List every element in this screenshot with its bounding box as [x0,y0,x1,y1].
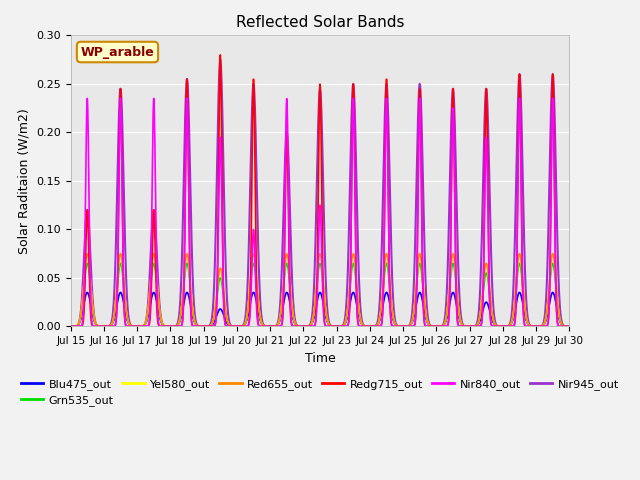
Grn535_out [556,316,564,322]
Yel580_out [124,316,131,322]
Yel580_out [566,324,573,329]
Grn535_out [502,324,510,329]
Yel580_out [258,321,266,326]
Redg715_out [502,324,510,329]
Redg715_out [216,52,224,58]
Nir945_out [67,324,74,329]
Grn535_out [258,321,266,327]
Blu475_out [83,289,91,295]
Text: WP_arable: WP_arable [81,46,154,59]
Line: Grn535_out: Grn535_out [70,264,570,326]
Yel580_out [67,324,74,329]
Blu475_out [258,321,266,327]
Line: Blu475_out: Blu475_out [70,292,570,326]
Blu475_out [280,300,287,305]
Nir945_out [556,301,564,307]
Title: Reflected Solar Bands: Reflected Solar Bands [236,15,404,30]
Grn535_out [67,324,74,329]
Nir840_out [258,324,266,329]
Line: Nir945_out: Nir945_out [70,60,570,326]
Yel580_out [556,315,564,321]
Red655_out [154,282,161,288]
Yel580_out [280,276,287,282]
Red655_out [502,324,510,329]
Redg715_out [566,324,573,329]
Redg715_out [258,324,266,329]
Nir945_out [153,257,161,263]
Blu475_out [67,324,74,329]
Redg715_out [556,324,564,329]
Grn535_out [83,261,91,266]
X-axis label: Time: Time [305,352,335,365]
Nir945_out [124,303,131,309]
Redg715_out [67,324,74,329]
Red655_out [124,316,131,322]
Redg715_out [280,294,287,300]
Line: Nir840_out: Nir840_out [70,98,570,326]
Grn535_out [566,324,573,329]
Nir840_out [502,324,510,329]
Yel580_out [83,251,91,256]
Nir840_out [83,96,91,101]
Blu475_out [154,302,161,308]
Red655_out [67,324,74,329]
Nir945_out [258,317,266,323]
Grn535_out [124,317,131,323]
Nir840_out [566,324,573,329]
Nir945_out [566,324,573,329]
Blu475_out [556,318,564,324]
Legend: Blu475_out, Grn535_out, Yel580_out, Red655_out, Redg715_out, Nir840_out, Nir945_: Blu475_out, Grn535_out, Yel580_out, Red6… [17,374,623,410]
Nir840_out [280,283,287,288]
Blu475_out [124,319,131,324]
Line: Yel580_out: Yel580_out [70,253,570,326]
Red655_out [83,251,91,256]
Nir840_out [124,324,131,329]
Nir945_out [280,203,287,209]
Red655_out [280,276,287,282]
Nir840_out [67,324,74,329]
Grn535_out [154,288,161,293]
Line: Red655_out: Red655_out [70,253,570,326]
Blu475_out [566,324,573,329]
Nir840_out [556,324,564,329]
Redg715_out [124,324,131,329]
Nir945_out [216,57,224,62]
Red655_out [258,321,266,326]
Yel580_out [502,324,510,329]
Redg715_out [153,311,161,316]
Nir840_out [154,300,161,305]
Blu475_out [502,324,510,329]
Red655_out [556,315,564,321]
Yel580_out [154,282,161,288]
Nir945_out [502,324,510,329]
Line: Redg715_out: Redg715_out [70,55,570,326]
Grn535_out [280,283,287,288]
Y-axis label: Solar Raditaion (W/m2): Solar Raditaion (W/m2) [17,108,31,254]
Red655_out [566,324,573,329]
